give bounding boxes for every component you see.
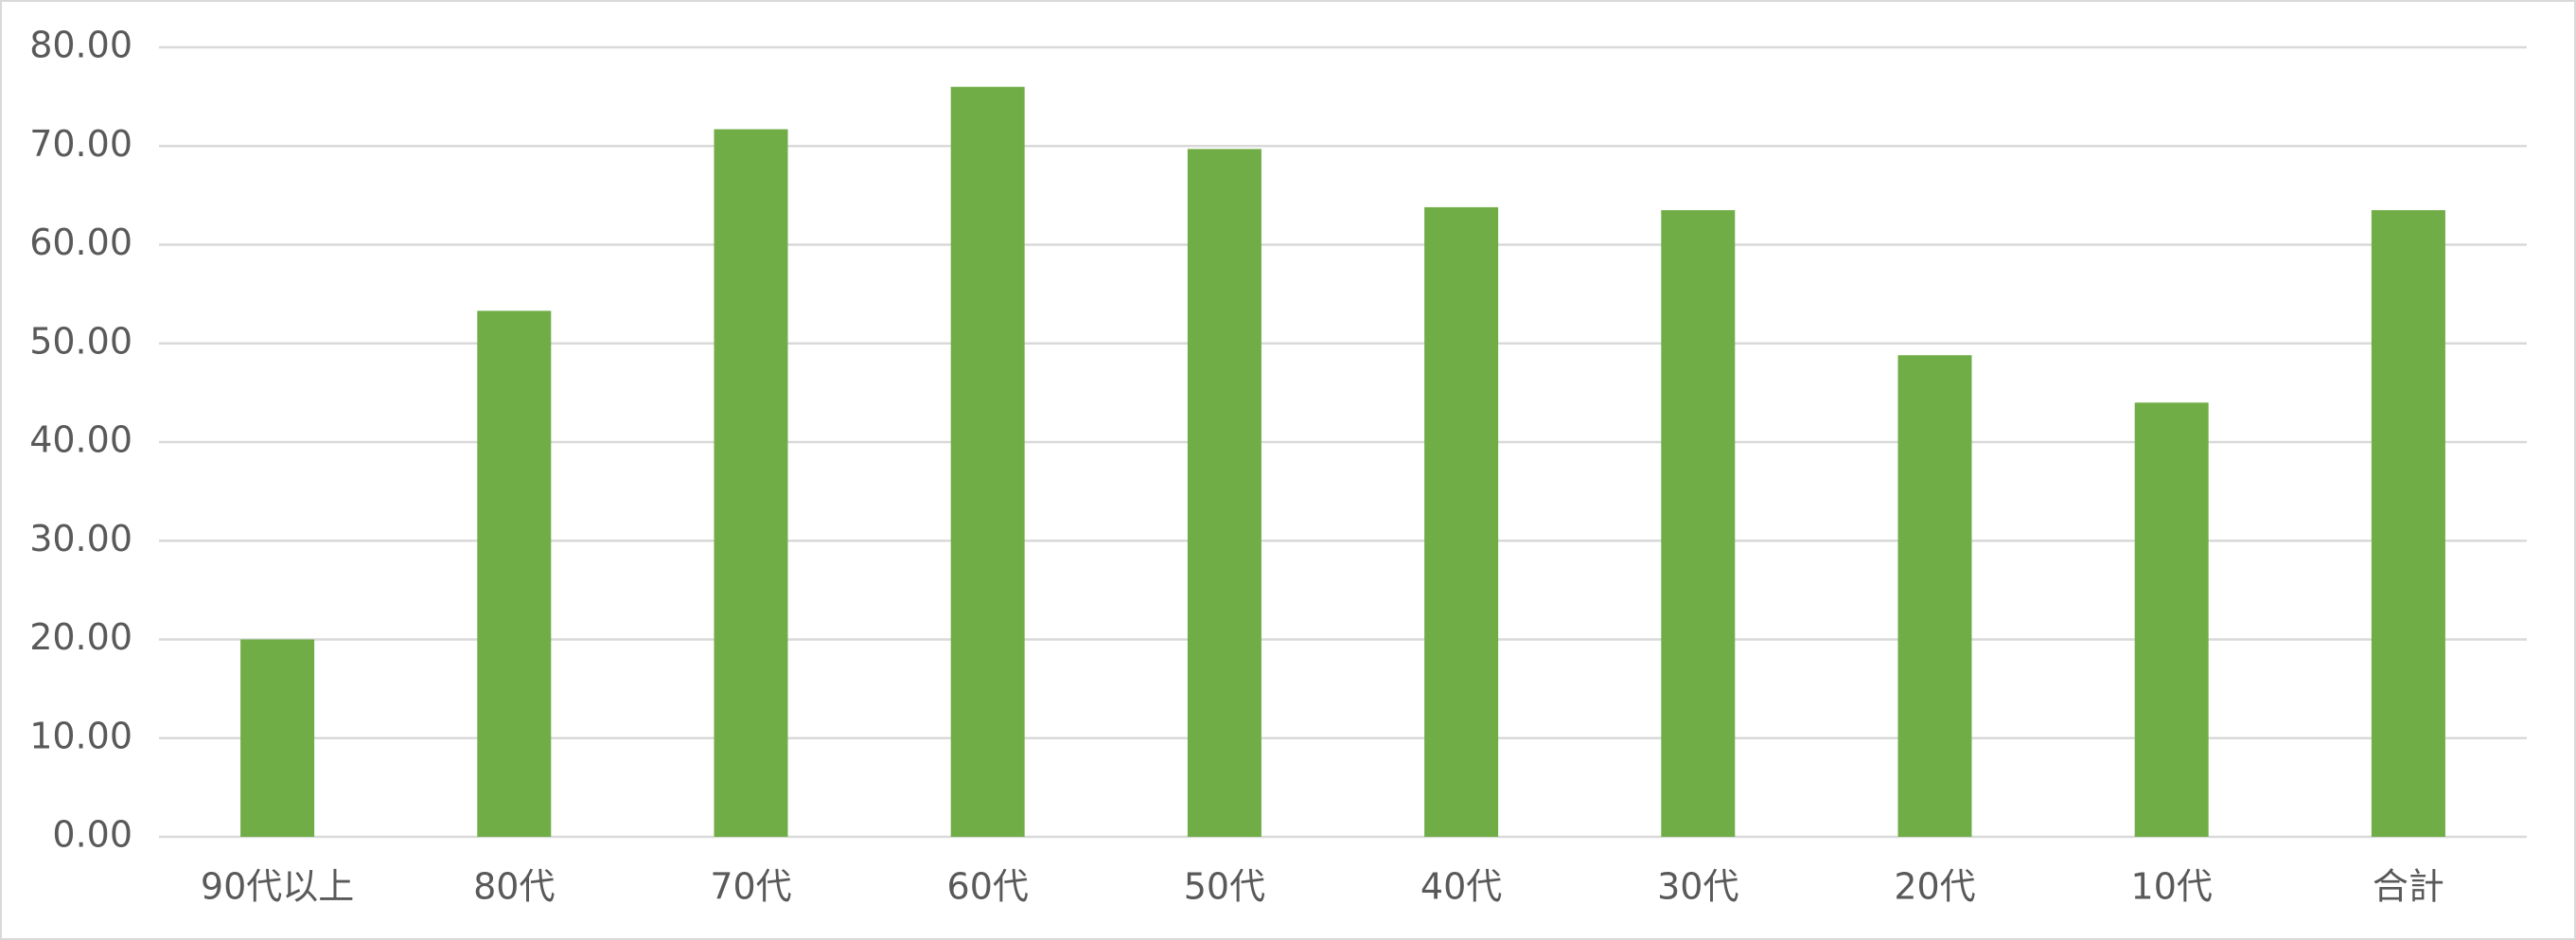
x-tick-label: 80代 — [473, 866, 555, 908]
x-tick-label: 70代 — [710, 866, 791, 908]
y-tick-label: 20.00 — [29, 616, 132, 658]
x-tick-label: 40代 — [1420, 866, 1502, 908]
x-tick-label: 合計 — [2373, 866, 2444, 908]
x-tick-label: 50代 — [1184, 866, 1265, 908]
bar — [477, 310, 552, 837]
bar — [714, 129, 788, 838]
bar — [1424, 206, 1499, 837]
bar — [2134, 402, 2209, 837]
y-tick-label: 10.00 — [29, 715, 132, 756]
y-tick-label: 80.00 — [29, 25, 132, 66]
y-tick-label: 50.00 — [29, 320, 132, 362]
bar — [950, 86, 1025, 837]
y-tick-label: 30.00 — [29, 518, 132, 559]
y-tick-label: 70.00 — [29, 123, 132, 165]
bar — [2371, 210, 2445, 837]
bar — [1187, 149, 1262, 837]
bar — [240, 639, 315, 837]
x-tick-label: 30代 — [1657, 866, 1738, 908]
bar — [1661, 210, 1736, 837]
x-tick-label: 10代 — [2131, 866, 2213, 908]
y-tick-label: 60.00 — [29, 222, 132, 263]
x-tick-label: 20代 — [1894, 866, 1975, 908]
y-tick-label: 40.00 — [29, 419, 132, 461]
x-tick-label: 60代 — [947, 866, 1029, 908]
y-tick-label: 0.00 — [52, 814, 132, 856]
bar — [1897, 355, 1972, 837]
x-tick-label: 90代以上 — [201, 866, 354, 908]
